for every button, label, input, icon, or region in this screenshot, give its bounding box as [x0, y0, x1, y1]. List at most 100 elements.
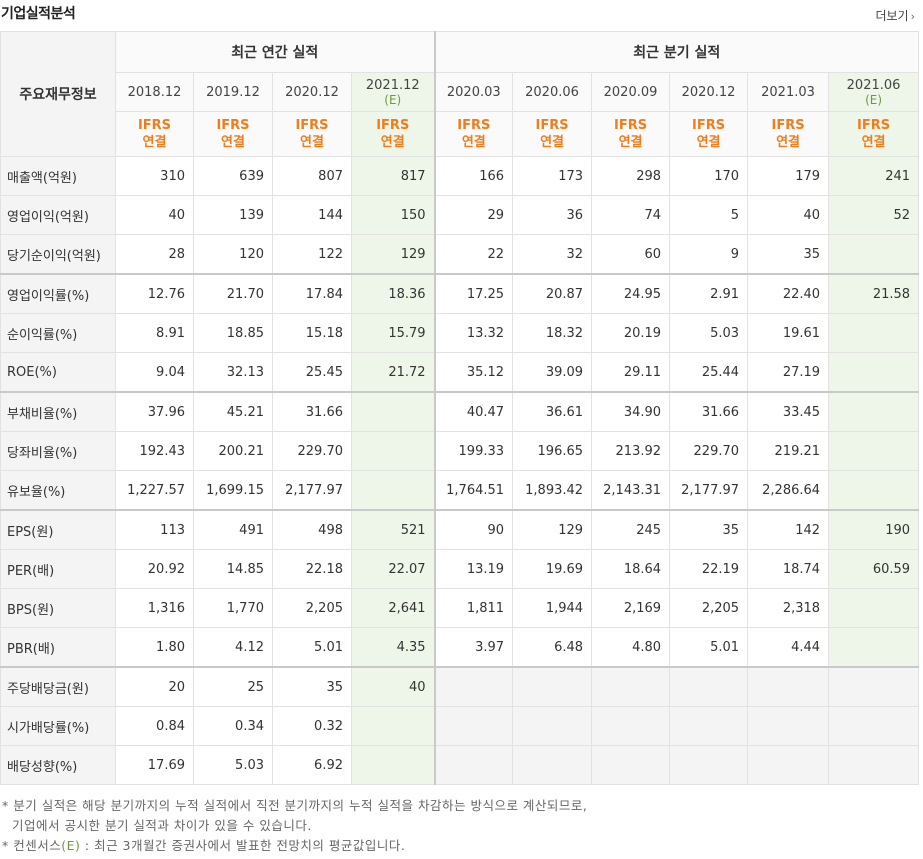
- table-cell: 90: [433, 509, 514, 550]
- table-cell: 129: [512, 509, 593, 550]
- consolidated-label: 연결: [142, 135, 167, 150]
- footnote-2: * 컨센서스(E) : 최근 3개월간 증권사에서 발표한 전망치의 평균값입니…: [2, 838, 406, 853]
- table-cell: 25.44: [669, 352, 749, 393]
- table-cell: 498: [272, 509, 352, 550]
- table-cell: 22.19: [669, 549, 749, 589]
- table-cell: 229.70: [272, 431, 352, 471]
- table-cell: 19.61: [747, 313, 830, 353]
- table-cell: [433, 706, 514, 746]
- table-cell: 21.58: [828, 273, 920, 314]
- period-label: 2021.06: [846, 77, 901, 93]
- table-cell: 190: [828, 509, 920, 550]
- table-cell: [828, 745, 920, 785]
- table-cell: 35.12: [433, 352, 514, 393]
- table-cell: 241: [828, 156, 920, 196]
- table-cell: 6.48: [512, 627, 593, 668]
- table-row: 순이익률(%) 8.91 18.85 15.18 15.79 13.32 18.32 20.1…: [0, 313, 920, 353]
- table-cell: 807: [272, 156, 352, 196]
- footnote-2-text: : 최근 3개월간 증권사에서 발표한 전망치의 평균값입니다.: [80, 838, 406, 853]
- table-corner-header: 주요재무정보: [0, 31, 116, 157]
- table-cell: 219.21: [747, 431, 830, 471]
- table-cell: 22.40: [747, 273, 830, 314]
- table-cell: 113: [115, 509, 194, 550]
- period-label: 2020.06: [525, 84, 579, 100]
- table-cell: [591, 706, 671, 746]
- table-cell: 3.97: [433, 627, 514, 668]
- footnote-1-text: 분기 실적은 해당 분기까지의 누적 실적에서 직전 분기까지의 누적 실적을 …: [13, 798, 588, 813]
- table-cell: 52: [828, 195, 920, 235]
- table-cell: 2,318: [747, 588, 830, 628]
- table-row: 부채비율(%) 37.96 45.21 31.66 40.47 36.61 34.90 31.…: [0, 391, 920, 432]
- ifrs-header: IFRS 연결: [272, 111, 352, 157]
- table-cell: 5.01: [272, 627, 352, 668]
- consolidated-label: 연결: [861, 135, 886, 150]
- table-cell: 19.69: [512, 549, 593, 589]
- table-cell: 1,770: [193, 588, 273, 628]
- table-cell: 35: [747, 234, 830, 275]
- table-cell: 1,944: [512, 588, 593, 628]
- row-label: 부채비율(%): [0, 391, 116, 432]
- row-label: 영업이익(억원): [0, 195, 116, 235]
- table-cell: [512, 745, 593, 785]
- period-header: 2020.09: [591, 72, 671, 112]
- table-row: 영업이익률(%) 12.76 21.70 17.84 18.36 17.25 20.87 24…: [0, 273, 920, 314]
- table-cell: 22.18: [272, 549, 352, 589]
- table-cell: 4.35: [350, 627, 436, 668]
- table-cell: 40: [115, 195, 194, 235]
- row-label: 주당배당금(원): [0, 666, 116, 707]
- table-cell: 13.19: [433, 549, 514, 589]
- table-cell: 20.19: [591, 313, 671, 353]
- chevron-right-icon: ›: [910, 10, 915, 23]
- table-cell: [828, 313, 920, 353]
- table-cell: 1,764.51: [433, 470, 514, 511]
- table-cell: 170: [669, 156, 749, 196]
- table-cell: 22.07: [350, 549, 436, 589]
- table-cell: 200.21: [193, 431, 273, 471]
- more-label: 더보기: [875, 9, 909, 23]
- period-label: 2020.03: [446, 84, 501, 100]
- table-cell: 21.72: [350, 352, 436, 393]
- table-row: 매출액(억원) 310 639 807 817 166 173 298 170 179 241: [0, 156, 920, 196]
- table-cell: 229.70: [669, 431, 749, 471]
- period-label: 2019.12: [206, 84, 260, 100]
- table-cell: [512, 706, 593, 746]
- table-cell: 20: [115, 666, 194, 707]
- table-cell: 2.91: [669, 273, 749, 314]
- ifrs-header: IFRS 연결: [828, 111, 920, 157]
- table-cell: 4.12: [193, 627, 273, 668]
- ifrs-label: IFRS: [691, 118, 726, 133]
- more-link[interactable]: 더보기 ›: [875, 7, 915, 24]
- table-cell: 4.44: [747, 627, 830, 668]
- ifrs-header: IFRS 연결: [115, 111, 194, 157]
- period-header: 2018.12: [115, 72, 194, 112]
- table-cell: [591, 666, 671, 707]
- table-row: 영업이익(억원) 40 139 144 150 29 36 74 5 40 52: [0, 195, 920, 235]
- row-label: 당기순이익(억원): [0, 234, 116, 275]
- ifrs-label: IFRS: [295, 118, 329, 133]
- table-cell: 18.32: [512, 313, 593, 353]
- period-header: 2020.12: [669, 72, 749, 112]
- row-label: PBR(배): [0, 627, 116, 668]
- table-cell: 60.59: [828, 549, 920, 589]
- ifrs-label: IFRS: [457, 118, 491, 133]
- table-cell: 1,316: [115, 588, 194, 628]
- table-cell: 1,227.57: [115, 470, 194, 511]
- row-label: 시가배당률(%): [0, 706, 116, 746]
- table-cell: 29.11: [591, 352, 671, 393]
- table-cell: 1,699.15: [193, 470, 273, 511]
- table-cell: 6.92: [272, 745, 352, 785]
- table-cell: [512, 666, 593, 707]
- table-cell: 213.92: [591, 431, 671, 471]
- table-cell: 32: [512, 234, 593, 275]
- table-cell: [828, 470, 920, 511]
- ifrs-header: IFRS 연결: [747, 111, 830, 157]
- table-cell: 5.03: [669, 313, 749, 353]
- period-header: 2021.12 (E): [350, 72, 436, 112]
- table-cell: 17.84: [272, 273, 352, 314]
- table-cell: 15.79: [350, 313, 436, 353]
- table-cell: 17.69: [115, 745, 194, 785]
- consolidated-label: 연결: [776, 135, 800, 150]
- table-cell: 2,641: [350, 588, 436, 628]
- footnote-2-mark: (E): [61, 838, 81, 853]
- table-cell: 2,169: [591, 588, 671, 628]
